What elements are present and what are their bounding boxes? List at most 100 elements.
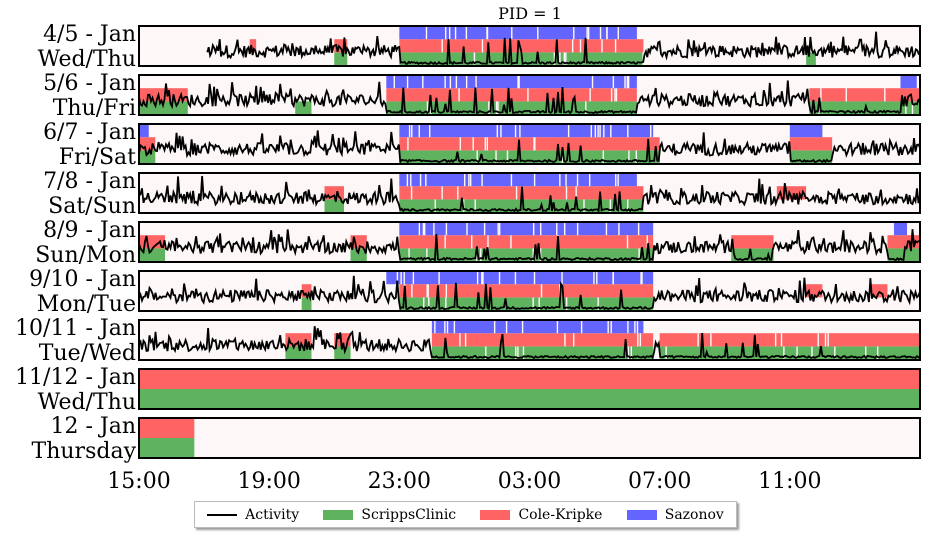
band-gap [445,297,447,311]
band-gap [438,271,440,285]
band-gap [539,222,542,236]
band-gap [406,173,409,187]
band-gap [533,137,535,151]
band-gap [575,186,577,200]
band-scripps [139,150,156,164]
band-gap [426,284,428,298]
band-gap [411,124,413,138]
band-gap [820,88,822,102]
band-gap [475,75,477,89]
row-label-date: 10/11 - Jan [15,316,136,341]
legend-swatch-scripps [323,509,354,520]
band-gap [884,88,886,102]
band-gap [540,284,543,298]
band-gap [774,333,777,347]
band-gap [466,222,468,236]
band-gap [576,222,579,236]
band-gap [527,88,529,102]
activity-line [206,31,921,66]
band-sazonov [399,26,637,40]
band-gap [564,333,566,347]
band-cole [418,39,423,53]
row-label-date: 12 - Jan [50,414,136,439]
band-sazonov [789,124,823,138]
band-gap [480,248,482,262]
row-label-date: 8/9 - Jan [43,218,136,243]
band-gap [615,173,617,187]
band-gap [630,346,633,360]
band-gap [510,235,512,249]
row-label-day: Tue/Wed [39,341,136,366]
band-gap [455,75,458,89]
band-gap [473,52,476,66]
band-cole [399,39,644,53]
band-gap [597,124,599,138]
band-gap [464,333,467,347]
x-tick-label: 15:00 [107,469,170,494]
band-scripps [139,438,195,458]
band-gap [522,346,525,360]
legend-swatch-cole-kripke [480,509,511,520]
band-gap [403,271,405,285]
band-gap [594,124,597,138]
band-gap [637,222,640,236]
legend-label-scripps: ScrippsClinic [361,506,457,523]
legend-item-scripps: ScrippsClinic [323,507,456,523]
panel-frame [138,25,921,67]
band-gap [448,26,451,40]
band-gap [497,101,499,115]
band-gap [427,284,429,298]
band-gap [510,173,513,187]
band-gap [601,39,603,53]
band-gap [517,346,519,360]
band-gap [458,88,460,102]
band-gap [408,124,411,138]
chart-title: PID = 1 [498,4,562,23]
band-gap [834,346,836,360]
band-cole [399,284,654,298]
row-label-day: Wed/Thu [38,47,136,72]
band-cole [139,88,188,102]
band-gap [614,88,616,102]
band-cole [139,369,920,389]
band-gap [665,346,667,360]
band-sazonov [139,124,149,138]
band-gap [434,320,436,334]
band-gap [603,124,605,138]
band-gap [827,333,829,347]
band-gap [396,271,399,285]
band-gap [481,271,483,285]
band-cole [431,333,654,347]
legend-label-activity: Activity [245,506,300,523]
band-gap [454,26,457,40]
panel-frame [138,221,921,263]
row-label-date: 5/6 - Jan [43,71,136,96]
band-gap [441,186,443,200]
band-gap [425,26,428,40]
band-gap [515,346,517,360]
band-gap [406,75,409,89]
band-gap [459,333,461,347]
band-gap [585,101,587,115]
band-gap [710,333,712,347]
activity-line [138,80,921,116]
band-gap [627,346,630,360]
band-scripps [334,346,351,360]
band-gap [591,75,594,89]
band-gap [532,297,534,311]
band-gap [610,124,612,138]
band-gap [497,222,499,236]
activity-line [138,275,921,311]
legend: Activity ScrippsClinic Cole-Kripke Sazon… [194,501,737,528]
activity-line [138,175,921,214]
row-label-date: 4/5 - Jan [43,22,136,47]
band-gap [593,271,595,285]
band-gap [532,222,535,236]
band-gap [624,75,626,89]
band-cole [789,137,833,151]
band-gap [565,52,567,66]
band-gap [472,137,474,151]
band-cole [809,88,920,102]
